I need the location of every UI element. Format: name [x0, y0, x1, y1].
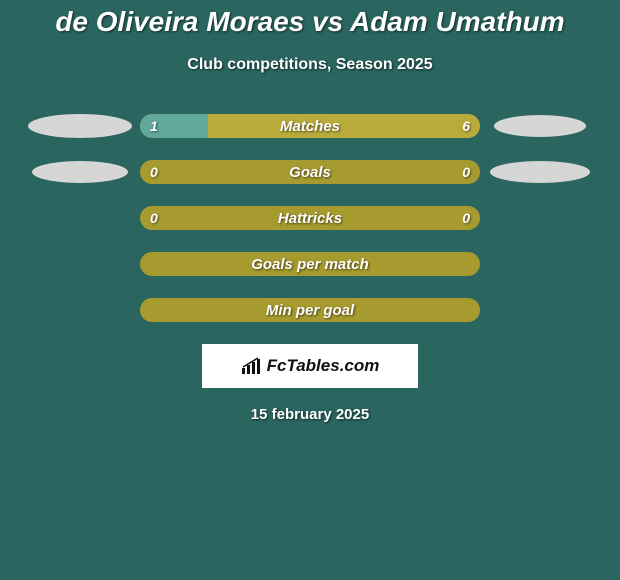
stat-row: Goals per match	[0, 252, 620, 276]
stat-label: Min per goal	[266, 302, 354, 319]
brand-text: FcTables.com	[241, 356, 380, 376]
right-badge-slot	[480, 161, 600, 183]
stat-value-right: 6	[462, 118, 470, 134]
left-badge-slot	[20, 114, 140, 138]
stat-label: Hattricks	[278, 210, 342, 227]
stat-rows: 1 6 Matches 0 0 Goals 0 0 Hattricks Goals per mat…	[0, 114, 620, 322]
stat-value-left: 0	[150, 210, 158, 226]
brand-chart-icon	[241, 357, 263, 375]
stat-row: 1 6 Matches	[0, 114, 620, 138]
stat-label: Goals	[289, 164, 331, 181]
left-badge-slot	[20, 161, 140, 183]
player-badge-left	[32, 161, 128, 183]
stat-bar: 0 0 Hattricks	[140, 206, 480, 230]
brand-label: FcTables.com	[267, 356, 380, 376]
right-badge-slot	[480, 115, 600, 137]
stat-bar: Goals per match	[140, 252, 480, 276]
brand-box: FcTables.com	[202, 344, 418, 388]
stat-row: Min per goal	[0, 298, 620, 322]
player-badge-right	[494, 115, 586, 137]
stat-label: Goals per match	[251, 256, 369, 273]
date-label: 15 february 2025	[0, 406, 620, 423]
player-badge-left	[28, 114, 132, 138]
stat-row: 0 0 Hattricks	[0, 206, 620, 230]
comparison-infographic: de Oliveira Moraes vs Adam Umathum Club …	[0, 6, 620, 580]
stat-label: Matches	[280, 118, 340, 135]
stat-bar: 1 6 Matches	[140, 114, 480, 138]
stat-bar: Min per goal	[140, 298, 480, 322]
stat-bar: 0 0 Goals	[140, 160, 480, 184]
stat-row: 0 0 Goals	[0, 160, 620, 184]
stat-value-left: 1	[150, 118, 158, 134]
player-badge-right	[490, 161, 590, 183]
stat-value-left: 0	[150, 164, 158, 180]
subtitle: Club competitions, Season 2025	[0, 56, 620, 74]
stat-value-right: 0	[462, 164, 470, 180]
bar-fill-right	[208, 114, 480, 138]
stat-value-right: 0	[462, 210, 470, 226]
page-title: de Oliveira Moraes vs Adam Umathum	[0, 6, 620, 38]
